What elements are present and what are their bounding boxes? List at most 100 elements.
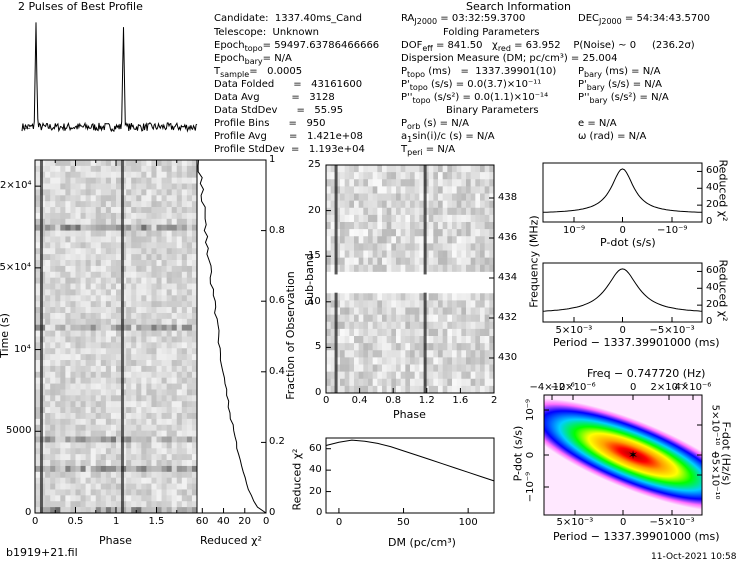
- sb-cell: [344, 243, 350, 251]
- sb-cell: [363, 236, 369, 244]
- tp-cell: [126, 407, 132, 414]
- sb-cell: [442, 357, 448, 365]
- tp-cell: [151, 224, 157, 231]
- tp-cell: [176, 212, 183, 220]
- sb-cell: [372, 264, 378, 273]
- tp-cell: [131, 271, 137, 278]
- sb-cell: [489, 286, 495, 294]
- sb-cell: [363, 286, 369, 294]
- sb-cell: [340, 172, 345, 180]
- tp-cell: [95, 171, 102, 178]
- tp-cell: [50, 254, 56, 261]
- tp-cell: [50, 301, 56, 308]
- tp-cell: [141, 395, 147, 402]
- sb-cell: [461, 257, 467, 266]
- tp-cell: [166, 448, 172, 455]
- tp-cell: [186, 483, 193, 490]
- tp-cell: [171, 318, 178, 326]
- time-phase-heatmap: [34, 160, 198, 514]
- sb-cell: [363, 314, 369, 323]
- tp-cell: [151, 495, 157, 502]
- tp-cell: [146, 324, 152, 331]
- sb-cell: [382, 343, 387, 351]
- sb-cell: [400, 350, 406, 358]
- tp-cell: [65, 383, 71, 390]
- tp-cell: [75, 342, 81, 349]
- tp-cell: [166, 177, 172, 184]
- sb-cell: [410, 243, 415, 251]
- tp-cell: [171, 477, 178, 484]
- tp-cell: [85, 165, 91, 173]
- sb-cell: [368, 250, 373, 258]
- tp-cell: [181, 230, 188, 237]
- sb-cell: [466, 243, 471, 251]
- sb-cell: [368, 236, 373, 244]
- sb-cell: [340, 357, 345, 365]
- tp-cell: [90, 460, 97, 467]
- sb-cell: [410, 179, 415, 187]
- sb-cell: [400, 243, 406, 251]
- tp-cell: [105, 183, 112, 190]
- tp-xtick: 1.5: [148, 516, 165, 527]
- tp-cell: [50, 271, 56, 278]
- sb-cell: [344, 200, 350, 209]
- tp-cell: [181, 171, 188, 178]
- tp-cell: [55, 471, 61, 478]
- sb-cell: [340, 321, 345, 330]
- tp-cell: [161, 489, 167, 496]
- sb-cell: [466, 193, 471, 201]
- tp-cell: [60, 395, 66, 402]
- search-ra: RAJ2000 = 03:32:59.3700: [401, 13, 526, 26]
- sb-cell: [377, 186, 383, 194]
- tp-cell: [80, 471, 86, 478]
- sb-cell: [368, 271, 373, 280]
- tp-cell: [105, 507, 112, 514]
- sb-cell: [363, 343, 369, 351]
- tp-cell: [110, 436, 117, 443]
- sb-cell: [358, 271, 364, 280]
- tp-cell: [110, 495, 117, 502]
- tp-cell: [136, 224, 142, 231]
- tp-cell: [70, 395, 76, 402]
- sb-cell: [400, 293, 406, 301]
- tp-cell: [151, 160, 157, 167]
- error-bar-marker: ⊢: [24, 124, 31, 133]
- sb-cell: [349, 222, 355, 230]
- tp-cell: [85, 201, 91, 208]
- tp-cell: [75, 312, 81, 320]
- tp-cell: [35, 465, 41, 473]
- tp-cell: [65, 177, 71, 184]
- tp-cell: [131, 460, 137, 467]
- tp-cell: [136, 407, 142, 414]
- tp-cell: [65, 454, 71, 461]
- tp-cell: [126, 507, 132, 514]
- tp-cell: [116, 465, 122, 473]
- tp-cell: [171, 189, 178, 196]
- tp-cell: [116, 165, 122, 173]
- sb-cell: [424, 286, 429, 294]
- tp-cell: [141, 507, 147, 514]
- sb-cell: [368, 186, 373, 194]
- sb-cell: [452, 193, 457, 201]
- sb-cell: [475, 343, 481, 351]
- tp-cell: [141, 277, 147, 284]
- pp-ytick: 40: [706, 282, 719, 294]
- tp-cell: [100, 454, 107, 461]
- tp-cell: [176, 412, 183, 420]
- sb-cell: [466, 222, 471, 230]
- sb-cell: [326, 343, 331, 351]
- tp-cell: [90, 201, 97, 208]
- tp-cell: [85, 265, 91, 273]
- tp-cell: [166, 507, 172, 514]
- tp-cell: [90, 271, 97, 278]
- sb-cell: [377, 364, 383, 372]
- tp-cell: [186, 442, 193, 449]
- tp-cell: [95, 454, 102, 461]
- tp-cell: [110, 183, 117, 190]
- pd-xtick: 0: [619, 225, 626, 236]
- tp-cell: [45, 448, 51, 455]
- tp-cell: [105, 412, 112, 420]
- tp-cell: [105, 442, 112, 449]
- tp-cell: [60, 448, 66, 455]
- tp-cell: [70, 312, 76, 320]
